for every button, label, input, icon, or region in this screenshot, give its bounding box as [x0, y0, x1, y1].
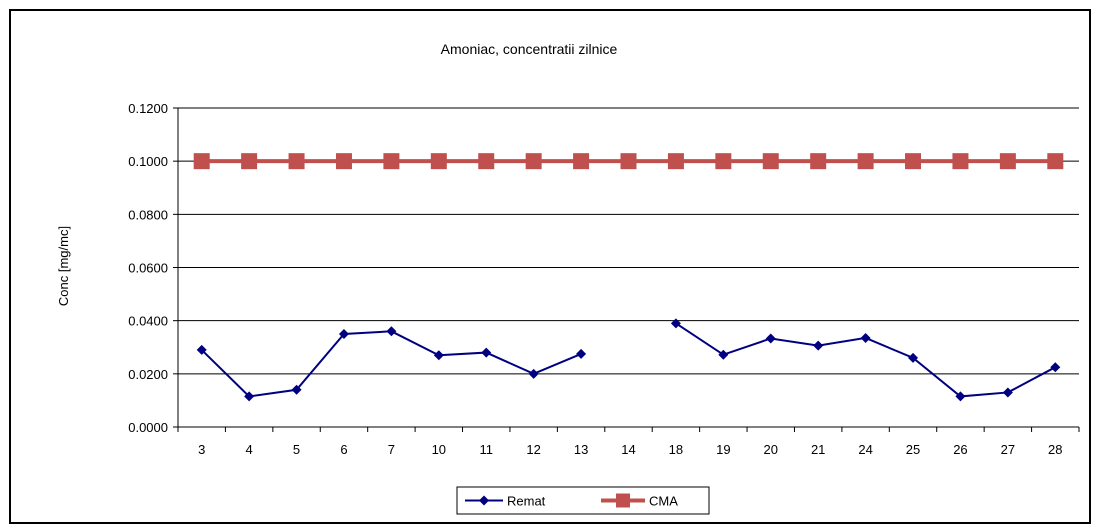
data-point-marker — [573, 153, 590, 170]
y-axis-title: Conc [mg/mc] — [56, 226, 71, 306]
data-point-marker — [762, 153, 779, 170]
data-point-marker — [813, 340, 824, 351]
data-point-marker — [244, 391, 255, 402]
x-tick-label: 27 — [1001, 442, 1015, 457]
x-tick-label: 10 — [432, 442, 446, 457]
x-tick-label: 21 — [811, 442, 825, 457]
data-point-marker — [670, 318, 681, 329]
x-tick-label: 5 — [293, 442, 300, 457]
x-tick-label: 3 — [198, 442, 205, 457]
x-tick-label: 25 — [906, 442, 920, 457]
axes — [173, 107, 1080, 432]
data-point-marker — [857, 153, 874, 170]
data-point-marker — [193, 153, 210, 170]
data-point-marker — [433, 350, 444, 361]
data-point-marker — [952, 153, 969, 170]
data-point-marker — [196, 344, 207, 355]
legend-label: CMA — [649, 494, 678, 509]
x-tick-label: 14 — [621, 442, 635, 457]
y-tick-label: 0.0200 — [128, 367, 168, 382]
data-point-marker — [715, 153, 732, 170]
x-tick-label: 28 — [1048, 442, 1062, 457]
data-point-marker — [525, 153, 542, 170]
data-point-marker — [810, 153, 827, 170]
x-tick-label: 13 — [574, 442, 588, 457]
data-point-marker — [241, 153, 258, 170]
y-tick-labels: 0.0000 0.0200 0.0400 0.0600 0.0800 0.1000 0.12… — [128, 101, 168, 435]
data-point-marker — [1050, 362, 1061, 373]
x-tick-label: 12 — [526, 442, 540, 457]
data-point-marker — [908, 352, 919, 363]
x-tick-labels: 3 4 5 6 7 10 11 12 13 14 18 19 20 21 24 25 26 27 28 — [198, 442, 1062, 457]
y-tick-label: 0.1200 — [128, 101, 168, 116]
series-line — [201, 330, 582, 398]
data-point-marker — [999, 153, 1016, 170]
series-layer — [193, 153, 1064, 402]
data-point-marker — [338, 328, 349, 339]
y-tick-label: 0.0400 — [128, 314, 168, 329]
data-point-marker — [430, 153, 447, 170]
data-point-marker — [478, 153, 495, 170]
data-point-marker — [576, 348, 587, 359]
x-tick-label: 7 — [388, 442, 395, 457]
data-point-marker — [383, 153, 400, 170]
series-cma — [193, 153, 1064, 170]
chart-svg: Amoniac, concentratii zilnice Conc [mg/m… — [56, 41, 1080, 515]
data-point-marker — [291, 384, 302, 395]
x-tick-label: 26 — [953, 442, 967, 457]
x-tick-label: 18 — [669, 442, 683, 457]
series-remat — [196, 318, 1061, 402]
x-tick-label: 6 — [340, 442, 347, 457]
x-tick-label: 4 — [246, 442, 253, 457]
y-tick-label: 0.0000 — [128, 420, 168, 435]
data-point-marker — [528, 368, 539, 379]
data-point-marker — [481, 347, 492, 358]
data-point-marker — [1047, 153, 1064, 170]
y-tick-label: 0.1000 — [128, 154, 168, 169]
data-point-marker — [765, 333, 776, 344]
legend-swatch-marker — [616, 493, 630, 508]
x-tick-label: 24 — [858, 442, 872, 457]
data-point-marker — [860, 332, 871, 343]
chart-frame: Amoniac, concentratii zilnice Conc [mg/m… — [9, 9, 1091, 524]
data-point-marker — [386, 326, 397, 337]
grid-lines — [178, 107, 1079, 375]
data-point-marker — [335, 153, 352, 170]
y-tick-label: 0.0800 — [128, 207, 168, 222]
data-point-marker — [1002, 387, 1013, 398]
legend-swatch-marker — [479, 495, 489, 506]
data-point-marker — [718, 349, 729, 360]
x-tick-label: 11 — [479, 442, 493, 457]
data-point-marker — [955, 391, 966, 402]
data-point-marker — [905, 153, 922, 170]
data-point-marker — [288, 153, 305, 170]
legend: Remat CMA — [456, 486, 710, 515]
data-point-marker — [667, 153, 684, 170]
data-point-marker — [620, 153, 637, 170]
legend-label: Remat — [507, 494, 546, 509]
chart-title: Amoniac, concentratii zilnice — [441, 41, 618, 57]
x-tick-label: 19 — [716, 442, 730, 457]
y-tick-label: 0.0600 — [128, 261, 168, 276]
x-tick-label: 20 — [764, 442, 778, 457]
